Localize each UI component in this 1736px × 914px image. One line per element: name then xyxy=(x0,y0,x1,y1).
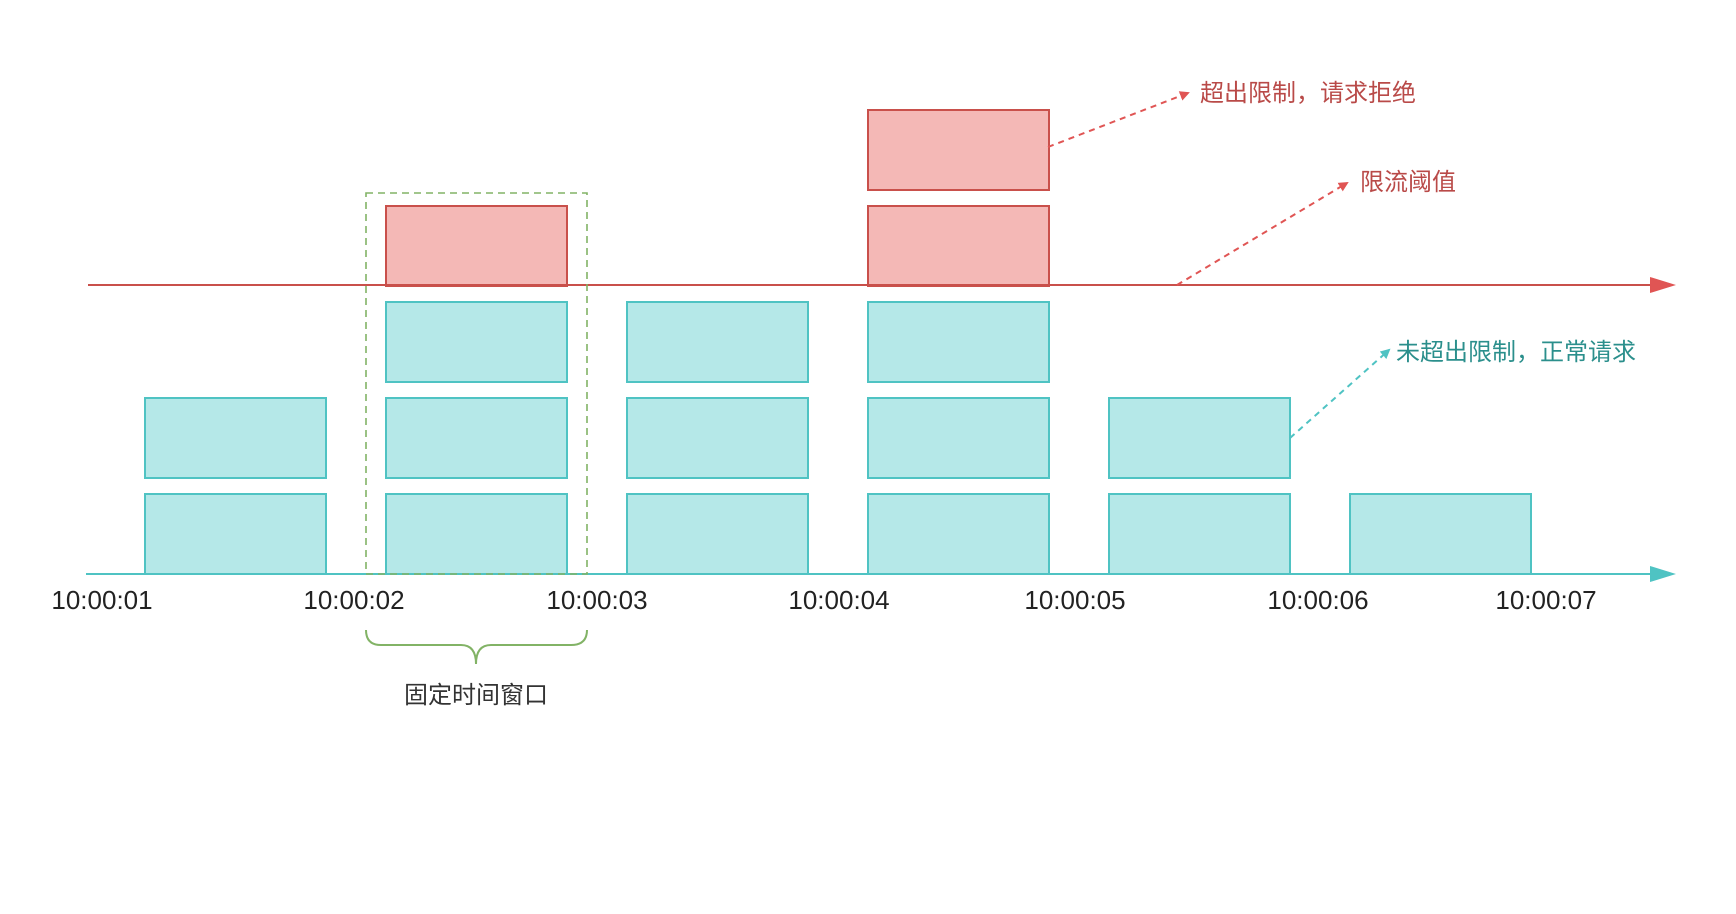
time-tick-label: 10:00:04 xyxy=(788,585,889,615)
threshold-arrowhead-icon xyxy=(1650,277,1676,293)
rejected-callout-arrow xyxy=(1047,91,1190,148)
accepted-request-block xyxy=(867,493,1050,575)
accepted-request-block xyxy=(144,397,327,479)
time-tick-label: 10:00:02 xyxy=(303,585,404,615)
fixed-window-label: 固定时间窗口 xyxy=(404,681,548,709)
accepted-request-block xyxy=(626,493,809,575)
accepted-request-block xyxy=(385,397,568,479)
time-tick-label: 10:00:06 xyxy=(1267,585,1368,615)
fixed-window-brace-icon xyxy=(365,629,588,665)
threshold-callout-arrow xyxy=(1176,181,1349,286)
accepted-annotation: 未超出限制，正常请求 xyxy=(1396,338,1636,366)
accepted-request-block xyxy=(867,301,1050,383)
threshold-line xyxy=(88,277,1676,293)
accepted-request-block xyxy=(1349,493,1532,575)
accepted-request-block xyxy=(626,301,809,383)
rejected-request-block xyxy=(867,109,1050,191)
rejected-annotation: 超出限制，请求拒绝 xyxy=(1200,79,1416,107)
time-axis xyxy=(86,566,1676,582)
accepted-request-block xyxy=(144,493,327,575)
time-tick-label: 10:00:01 xyxy=(51,585,152,615)
accepted-request-block xyxy=(626,397,809,479)
threshold-annotation: 限流阈值 xyxy=(1360,168,1456,196)
fixed-window-highlight xyxy=(365,192,588,575)
accepted-request-block xyxy=(1108,493,1291,575)
time-tick-label: 10:00:03 xyxy=(546,585,647,615)
rejected-request-block xyxy=(867,205,1050,287)
accepted-callout-arrow xyxy=(1289,348,1391,439)
accepted-request-block xyxy=(385,493,568,575)
request-blocks xyxy=(144,109,1532,575)
time-tick-labels: 10:00:01 10:00:02 10:00:03 10:00:04 10:00:05… xyxy=(51,585,1596,615)
accepted-request-block xyxy=(385,301,568,383)
time-tick-label: 10:00:07 xyxy=(1495,585,1596,615)
time-axis-arrowhead-icon xyxy=(1650,566,1676,582)
accepted-request-block xyxy=(867,397,1050,479)
rejected-request-block xyxy=(385,205,568,287)
accepted-request-block xyxy=(1108,397,1291,479)
time-tick-label: 10:00:05 xyxy=(1024,585,1125,615)
